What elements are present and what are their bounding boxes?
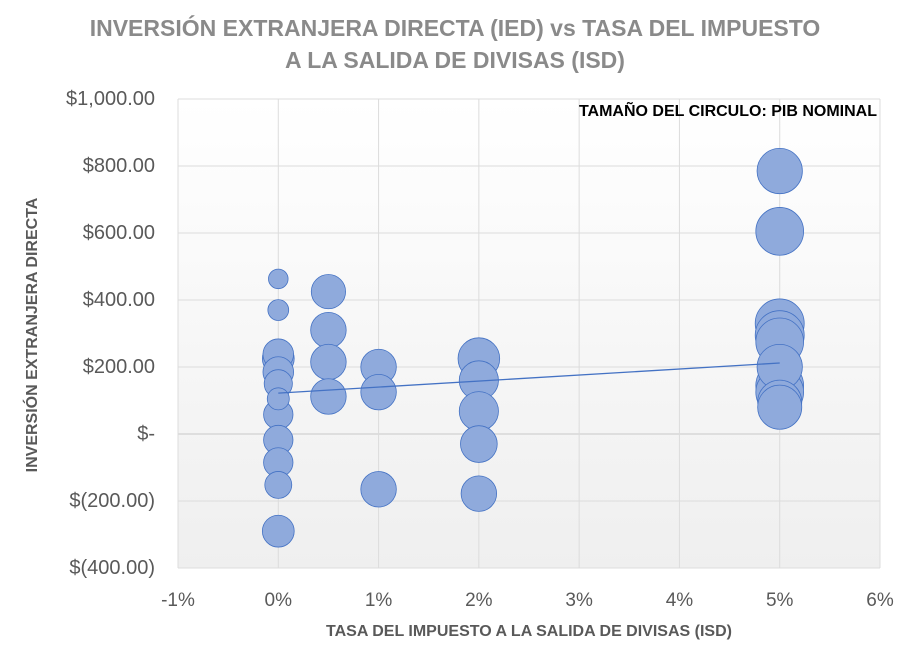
y-tick-label: $600.00: [82, 222, 155, 244]
y-tick-label: $800.00: [82, 155, 155, 177]
x-tick-label: 6%: [866, 590, 894, 611]
bubble-size-annotation: TAMAÑO DEL CIRCULO: PIB NOMINAL: [578, 103, 877, 120]
trendline: [278, 362, 780, 394]
bubble-point: [268, 268, 289, 290]
bubble-point: [360, 471, 397, 508]
bubble-point: [460, 425, 498, 463]
x-tick-label: 5%: [765, 590, 794, 611]
bubble-point: [310, 274, 346, 310]
bubble-point: [360, 373, 397, 411]
x-tick-label: 3%: [565, 590, 593, 611]
bubble-point: [755, 207, 805, 256]
bubble-point: [267, 299, 290, 321]
bubble-point: [460, 475, 498, 512]
x-tick-label: 1%: [364, 590, 393, 611]
x-tick-label: 4%: [665, 590, 694, 611]
bubble-point: [458, 391, 499, 432]
bubble-point: [310, 343, 347, 381]
bubble-point: [757, 384, 803, 430]
x-axis-label: TASA DEL IMPUESTO A LA SALIDA DE DIVISAS…: [326, 623, 732, 640]
bubble-point: [264, 471, 293, 499]
y-tick-label: $1,000.00: [66, 88, 155, 110]
x-tick-label: 2%: [465, 590, 493, 611]
y-tick-label: $(200.00): [69, 490, 155, 512]
bubble-point: [310, 378, 347, 415]
y-axis-label: INVERSIÓN EXTRANJERA DIRECTA: [24, 197, 41, 473]
y-tick-label: $(400.00): [69, 557, 155, 579]
x-tick-label: 0%: [264, 590, 293, 611]
y-tick-label: $-: [137, 423, 155, 445]
chart-title-line-2: A LA SALIDA DE DIVISAS (ISD): [285, 47, 625, 73]
x-tick-label: -1%: [161, 590, 195, 611]
y-tick-label: $200.00: [82, 356, 155, 378]
bubble-point: [756, 147, 803, 195]
bubble-point: [261, 514, 295, 548]
chart-title-line-1: INVERSIÓN EXTRANJERA DIRECTA (IED) vs TA…: [89, 15, 821, 41]
bubble-point: [310, 311, 347, 349]
y-tick-label: $400.00: [82, 289, 155, 311]
bubble-point: [266, 387, 290, 411]
